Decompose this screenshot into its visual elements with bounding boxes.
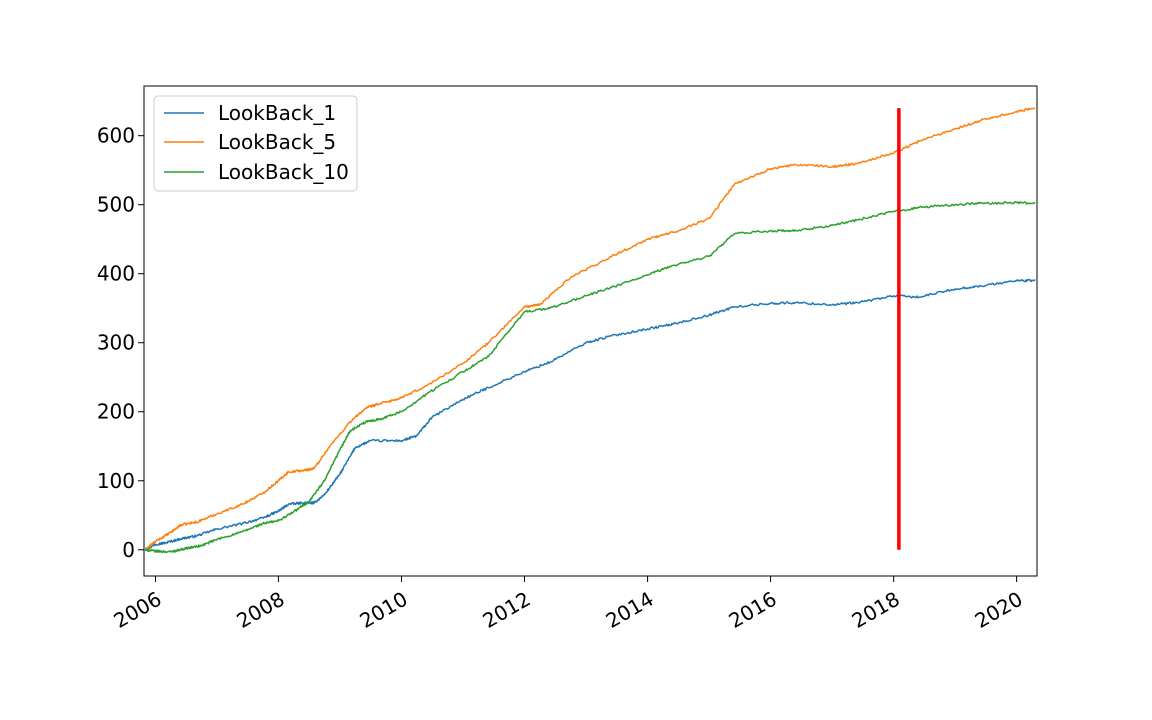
plot-frame <box>143 85 1038 577</box>
y-tick-label-0: 0 <box>122 538 135 562</box>
legend-label-lookback-1: LookBack_1 <box>218 101 336 125</box>
y-tick-label-100: 100 <box>97 469 135 493</box>
series-line-lookback-1 <box>144 278 1036 551</box>
y-tick-label-300: 300 <box>97 331 135 355</box>
legend: LookBack_1 LookBack_5 LookBack_10 <box>153 95 358 192</box>
legend-frame <box>153 95 358 192</box>
y-axis: 0 100 200 300 400 500 600 <box>97 124 144 562</box>
y-tick-label-400: 400 <box>97 262 135 286</box>
series-line-lookback-10 <box>144 200 1036 554</box>
series-line-lookback-5 <box>144 107 1036 551</box>
y-tick-label-200: 200 <box>97 400 135 424</box>
legend-label-lookback-5: LookBack_5 <box>218 130 336 154</box>
series-layer <box>144 107 1036 554</box>
y-tick-label-600: 600 <box>97 124 135 148</box>
legend-label-lookback-10: LookBack_10 <box>218 160 349 184</box>
y-tick-label-500: 500 <box>97 193 135 217</box>
